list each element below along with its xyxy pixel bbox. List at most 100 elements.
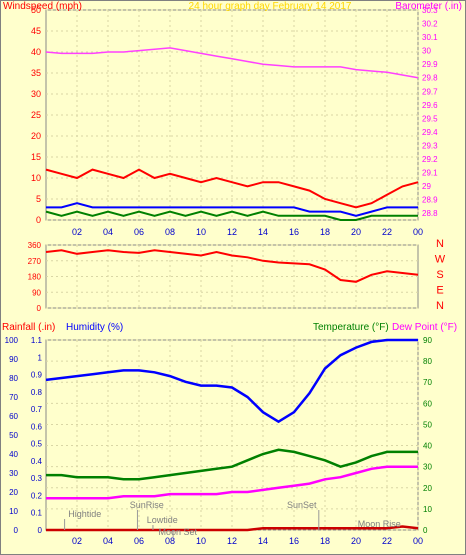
panel1-left-tick-label: 45 [31,26,41,36]
panel3-rain-tick-label: 1.1 [31,336,43,345]
panel3-rainfall-label: Rainfall (.in) [2,322,55,333]
panel1-right-tick-label: 29.8 [422,74,438,83]
panel1-x-tick-label: 22 [382,227,392,237]
panel3-humidity-tick-label: 80 [9,374,18,383]
panel2-compass-label: E [436,285,443,297]
panel3-temp-tick-label: 0 [423,526,428,535]
panel1-right-tick-label: 30.3 [422,6,438,15]
panel1-series-line [45,47,419,79]
panel3-x-tick-label: 10 [196,536,206,546]
panel1-right-tick-label: 28.9 [422,196,438,205]
panel1-x-tick-label: 00 [413,227,423,237]
panel3-temperature-label: Temperature (°F) [313,322,389,333]
panel1-x-tick-label: 10 [196,227,206,237]
panel1-x-tick-label: 06 [134,227,144,237]
panel3-temp-tick-label: 20 [423,484,432,493]
panel3-humidity-tick-label: 30 [9,469,18,478]
panel3-temp-tick-label: 60 [423,399,432,408]
panel3-rain-tick-label: 0.2 [31,491,43,500]
panel3-rain-tick-label: 0.9 [31,371,43,380]
panel3-rain-tick-label: 0.4 [31,457,43,466]
panel3-humidity-tick-label: 70 [9,393,18,402]
panel1-right-tick-label: 29.5 [422,114,438,123]
panel1-left-tick-label: 30 [31,89,41,99]
panel1-left-tick-label: 40 [31,47,41,57]
panel1-right-tick-label: 29.3 [422,141,438,150]
panel1-right-tick-label: 29.4 [422,128,438,137]
panel3-humidity-tick-label: 60 [9,412,18,421]
panel2-compass-label: W [435,254,446,266]
panel1-x-tick-label: 08 [165,227,175,237]
panel1-left-tick-label: 5 [36,194,41,204]
panel1-left-tick-label: 25 [31,110,41,120]
panel3-x-tick-label: 20 [351,536,361,546]
panel1-x-tick-label: 02 [72,227,82,237]
panel3-x-tick-label: 18 [320,536,330,546]
panel3-event-label: Moon Rise [358,519,401,529]
panel3-x-tick-label: 16 [289,536,299,546]
panel1-left-tick-label: 20 [31,131,41,141]
panel3-x-tick-label: 04 [103,536,113,546]
panel1-right-tick-label: 29 [422,182,431,191]
panel3-series-line [45,338,418,424]
panel2-compass-label: N [436,300,444,312]
panel1-right-tick-label: 30.1 [422,33,438,42]
panel3-event-label: SunRise [130,500,164,510]
panel3-event-label: Moon Set [158,527,197,537]
panel1-x-tick-label: 12 [227,227,237,237]
panel3-humidity-tick-label: 0 [14,526,19,535]
panel3-series-line [46,525,419,532]
panel3-x-tick-label: 02 [72,536,82,546]
panel3-temp-tick-label: 80 [423,357,432,366]
panel2-left-tick-label: 360 [28,241,42,250]
panel1-left-tick-label: 35 [31,68,41,78]
panel1-series-line [45,210,418,221]
panel2-left-tick-label: 0 [37,304,42,313]
panel1-left-tick-label: 0 [36,215,41,225]
panel3-rain-tick-label: 0.1 [31,509,43,518]
panel1-right-tick-label: 29.1 [422,169,438,178]
panel1-right-tick-label: 30 [422,47,431,56]
panel3-rain-tick-label: 0.7 [31,405,43,414]
panel3-rain-tick-label: 0.3 [31,474,43,483]
panel3-rain-tick-label: 1 [38,353,43,362]
panel1-left-tick-label: 10 [31,173,41,183]
panel3-x-tick-label: 12 [227,536,237,546]
panel1-x-tick-label: 18 [320,227,330,237]
panel2-left-tick-label: 180 [28,273,42,282]
panel3-humidity-tick-label: 90 [9,355,18,364]
panel1-right-axis-label: Barometer (.in) [395,1,462,12]
panel3-temp-tick-label: 40 [423,442,432,451]
panel3-humidity-tick-label: 10 [9,507,18,516]
panel1-x-tick-label: 20 [351,227,361,237]
panel2-left-tick-label: 270 [28,257,42,266]
panel1-right-tick-label: 29.9 [422,60,438,69]
panel1-left-tick-label: 15 [31,152,41,162]
panel1-right-tick-label: 28.8 [422,209,438,218]
panel3-humidity-tick-label: 40 [9,450,18,459]
panel3-dewpoint-label: Dew Point (°F) [392,322,457,333]
panel2-compass-label: N [436,238,444,250]
panel3-temp-tick-label: 70 [423,378,432,387]
panel1-title: 24 hour graph day February 14 2017 [189,1,352,12]
panel1-series-line [45,168,419,209]
panel1-x-tick-label: 14 [258,227,268,237]
panel1-left-axis-label: Windspeed (mph) [3,1,82,12]
panel2-direction-line [45,249,419,283]
panel3-x-tick-label: 00 [413,536,423,546]
panel3-temp-tick-label: 50 [423,420,432,429]
panel3-event-label: SunSet [287,500,317,510]
panel3-x-tick-label: 22 [382,536,392,546]
panel1-right-tick-label: 29.2 [422,155,438,164]
panel3-humidity-tick-label: 100 [5,336,19,345]
panel3-rain-tick-label: 0.5 [31,440,43,449]
panel3-humidity-tick-label: 50 [9,431,18,440]
panel1-right-tick-label: 29.7 [422,87,438,96]
panel3-rain-tick-label: 0 [38,526,43,535]
panel3-humidity-tick-label: 20 [9,488,18,497]
panel3-rain-tick-label: 0.6 [31,422,43,431]
panel3-x-tick-label: 14 [258,536,268,546]
panel1-right-tick-label: 29.6 [422,101,438,110]
panel2-compass-label: S [436,269,443,281]
